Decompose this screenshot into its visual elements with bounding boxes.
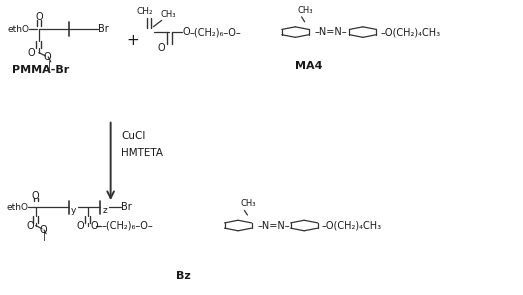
Text: z: z (103, 206, 107, 215)
Text: CH₃: CH₃ (161, 10, 176, 19)
Text: O: O (26, 222, 34, 231)
Text: –(CH₂)₆–O–: –(CH₂)₆–O– (101, 221, 153, 230)
Text: y: y (71, 206, 76, 215)
Text: ethO: ethO (7, 203, 29, 212)
Text: PMMA-Br: PMMA-Br (12, 65, 69, 75)
Text: O: O (90, 221, 98, 230)
Text: –N=N–: –N=N– (314, 27, 347, 37)
Text: CH₃: CH₃ (241, 199, 256, 208)
Text: CuCl: CuCl (121, 131, 145, 141)
Text: CH₂: CH₂ (137, 7, 153, 16)
Text: ethO: ethO (8, 25, 30, 34)
Text: O: O (27, 47, 35, 58)
Text: O: O (35, 12, 43, 22)
Text: –N=N–: –N=N– (257, 221, 290, 230)
Text: CH₃: CH₃ (298, 6, 313, 14)
Text: O: O (43, 52, 51, 62)
Text: +: + (126, 33, 139, 48)
Text: HMTETA: HMTETA (121, 148, 163, 158)
Text: O: O (39, 225, 47, 235)
Text: O: O (158, 43, 165, 53)
Text: |: | (43, 232, 46, 241)
Text: MA4: MA4 (294, 61, 322, 71)
Text: –O(CH₂)₄CH₃: –O(CH₂)₄CH₃ (322, 221, 382, 230)
Text: Bz: Bz (176, 271, 191, 281)
Text: –O(CH₂)₄CH₃: –O(CH₂)₄CH₃ (380, 27, 440, 37)
Text: O: O (183, 27, 190, 37)
Text: –(CH₂)₆–O–: –(CH₂)₆–O– (189, 27, 241, 37)
Text: Br: Br (98, 24, 108, 34)
Text: Br: Br (121, 202, 132, 212)
Text: O: O (32, 191, 40, 201)
Text: |: | (48, 60, 51, 70)
Text: O: O (76, 222, 84, 231)
